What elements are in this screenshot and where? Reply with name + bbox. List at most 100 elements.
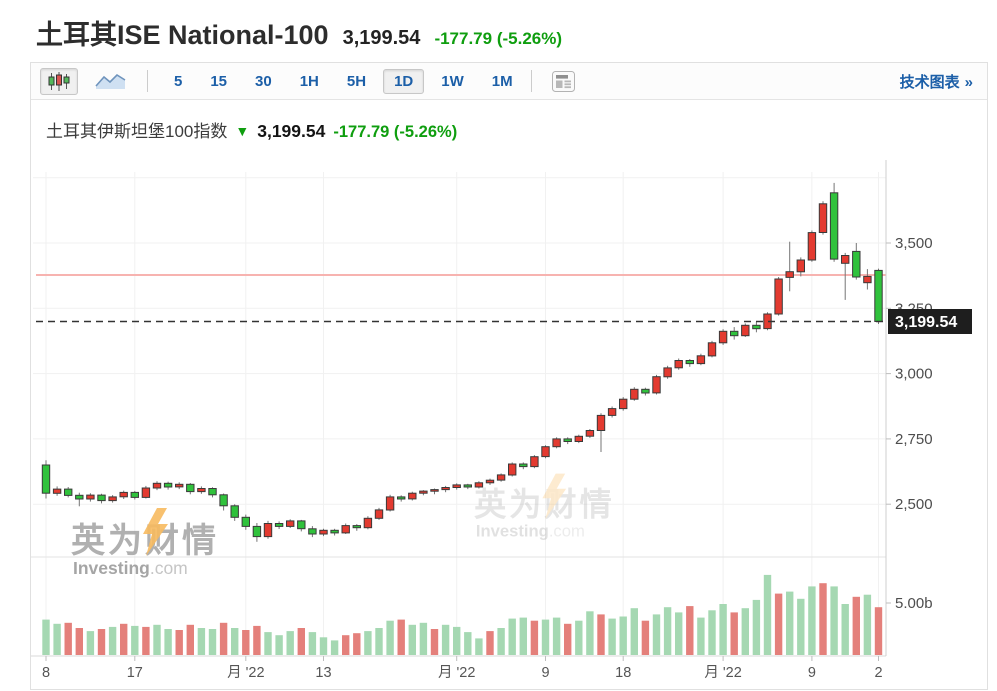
interval-button-1H[interactable]: 1H [289, 69, 330, 94]
volume-bar [319, 637, 328, 655]
technical-chart-link[interactable]: 技术图表» [900, 71, 973, 92]
candle [197, 488, 206, 493]
volume-bar [86, 631, 95, 655]
candle [230, 505, 239, 518]
candle [774, 278, 783, 315]
volume-bar [752, 599, 761, 655]
svg-text:月 '22: 月 '22 [227, 665, 264, 681]
candle [86, 494, 95, 500]
candle [663, 367, 672, 378]
chart-inner-title: 土耳其伊斯坦堡100指数 ▼ 3,199.54 -177.79 (-5.26%) [46, 117, 457, 142]
svg-text:3,500: 3,500 [895, 235, 933, 252]
candle [419, 490, 428, 494]
volume-bar [408, 624, 416, 655]
toolbar-divider [530, 70, 532, 92]
volume-bar [797, 598, 805, 655]
candle [818, 203, 828, 234]
volume-bar [131, 625, 139, 655]
svg-text:17: 17 [127, 665, 143, 681]
interval-button-5H[interactable]: 5H [336, 69, 377, 94]
candle [352, 525, 362, 529]
candle [841, 255, 850, 264]
volume-bar [564, 623, 572, 655]
volume-bar [42, 619, 50, 655]
candle [874, 269, 883, 322]
candle [208, 488, 217, 496]
candlestick-chart-type-button[interactable] [40, 67, 78, 95]
candle [274, 523, 284, 527]
candle [408, 492, 417, 500]
candle [574, 435, 583, 442]
interval-button-5[interactable]: 5 [163, 69, 193, 94]
candle [630, 388, 639, 400]
volume-bar [264, 632, 272, 655]
candle [585, 430, 595, 437]
candle [175, 483, 184, 488]
area-chart-type-button[interactable] [87, 68, 134, 95]
volume-bar [75, 628, 83, 655]
volume-bar [586, 611, 594, 655]
candle [441, 487, 450, 491]
candle [52, 488, 62, 494]
volume-bar [830, 586, 838, 655]
volume-bar [64, 622, 72, 655]
volume-bar [819, 583, 827, 655]
volume-bar [430, 629, 439, 655]
candle [163, 482, 173, 488]
candle [530, 456, 539, 468]
volume-bar [253, 625, 261, 655]
volume-bar [841, 604, 849, 655]
volume-bar [97, 629, 106, 655]
volume-bar [297, 628, 305, 655]
svg-text:2: 2 [874, 665, 882, 681]
candle [430, 489, 439, 492]
interval-button-1D[interactable]: 1D [383, 68, 425, 94]
area-chart-icon [95, 73, 126, 89]
candle [863, 275, 872, 284]
svg-text:13: 13 [315, 665, 331, 681]
chart-body: 土耳其伊斯坦堡100指数 ▼ 3,199.54 -177.79 (-5.26%)… [31, 100, 987, 689]
chart-change-percent: (-5.26%) [393, 123, 458, 141]
candle [641, 388, 650, 394]
candle [685, 360, 694, 365]
volume-bar [208, 629, 217, 655]
svg-text:8: 8 [42, 665, 50, 681]
volume-bar [330, 640, 339, 655]
volume-bar [641, 620, 650, 655]
volume-bar [308, 632, 317, 655]
candle [119, 491, 128, 498]
volume-bar [763, 574, 772, 655]
volume-bar [575, 620, 583, 655]
candle [308, 528, 317, 535]
candle [607, 408, 617, 416]
volume-bar [719, 604, 727, 655]
news-layout-button[interactable] [544, 68, 583, 95]
candle [330, 529, 339, 534]
interval-button-15[interactable]: 15 [199, 69, 238, 94]
candle [718, 330, 728, 344]
volume-bar [552, 617, 561, 655]
candle [64, 488, 73, 496]
lightning-bolt-icon [143, 508, 168, 556]
svg-text:2,750: 2,750 [895, 431, 933, 448]
volume-bar [663, 607, 672, 655]
candlestick-chart-canvas[interactable]: 英为财情 Investing.com 英为财情 Investing.com 3,… [31, 100, 987, 689]
interval-button-1W[interactable]: 1W [430, 69, 475, 94]
volume-bar [675, 612, 683, 655]
svg-text:9: 9 [541, 665, 549, 681]
candlestick-icon [48, 71, 70, 91]
interval-button-30[interactable]: 30 [244, 69, 283, 94]
x-axis-labels: 8 17 月 '22 13 月 '22 9 18 月 '22 9 2 [42, 656, 883, 681]
volume-bar [286, 631, 294, 655]
candle [75, 494, 84, 500]
volume-bar [108, 626, 117, 655]
candle [263, 523, 273, 538]
volume-bar [397, 619, 405, 655]
svg-text:英为财情: 英为财情 [474, 486, 615, 522]
volume-bar [153, 624, 161, 655]
interval-button-1M[interactable]: 1M [481, 69, 524, 94]
candle [363, 517, 373, 529]
candle [552, 438, 561, 448]
candle [474, 482, 484, 488]
candle [519, 463, 528, 468]
